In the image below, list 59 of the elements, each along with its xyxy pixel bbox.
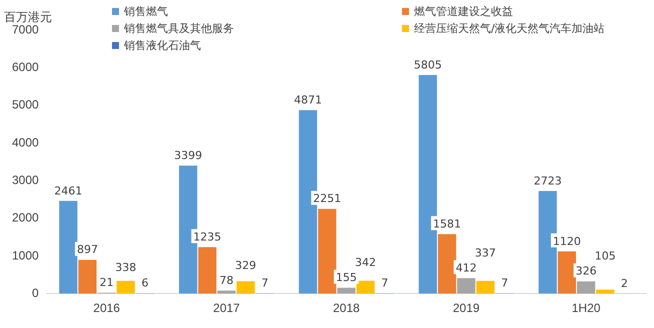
y-tick-label: 0: [32, 286, 40, 300]
bar: [198, 247, 216, 294]
data-label: 2: [620, 276, 628, 290]
data-label: 1235: [193, 230, 222, 244]
data-label: 329: [235, 259, 256, 272]
bar: [576, 281, 596, 294]
data-label: 1581: [433, 217, 462, 230]
x-tick-label: 2018: [332, 301, 360, 316]
bar: [457, 278, 476, 294]
data-label: 78: [219, 274, 234, 288]
bar: [78, 260, 97, 294]
data-label: 2723: [534, 174, 562, 188]
y-tick-label: 7000: [12, 22, 40, 36]
legend-label: 销售燃气: [124, 4, 168, 19]
data-label: 6: [141, 276, 148, 290]
data-label: 342: [355, 256, 376, 270]
data-label: 3399: [174, 148, 202, 162]
bar: [217, 290, 236, 294]
y-tick-label: 5000: [12, 98, 40, 112]
bar: [558, 251, 576, 294]
x-tick-label: 2019: [452, 301, 480, 316]
data-label: 2461: [54, 184, 82, 198]
bar: [438, 234, 456, 294]
data-label: 105: [594, 250, 616, 263]
data-label: 338: [115, 261, 136, 274]
data-label: 2251: [313, 192, 342, 206]
y-tick-label: 2000: [12, 210, 40, 225]
data-label: 7: [381, 276, 388, 290]
x-tick-label: 2016: [93, 301, 120, 316]
y-tick-label: 1000: [12, 248, 40, 262]
data-label: 7: [501, 276, 508, 290]
data-label: 155: [336, 271, 357, 284]
bar: [596, 290, 614, 294]
bar: [236, 281, 255, 294]
bar: [59, 200, 78, 294]
y-tick-label: 4000: [12, 135, 40, 150]
data-label: 326: [576, 264, 597, 278]
data-label: 21: [100, 276, 114, 290]
bar: [116, 280, 135, 294]
y-tick-label: 3000: [12, 172, 40, 187]
y-tick-label: 6000: [12, 60, 40, 74]
data-label: 1120: [552, 234, 581, 248]
legend-label: 经营压缩天然气/液化天然气汽车加油站: [414, 21, 605, 36]
x-tick-label: 2017: [213, 301, 240, 316]
data-label: 897: [76, 243, 98, 256]
data-label: 337: [474, 246, 496, 260]
y-axis-title: 百万港元: [4, 10, 52, 24]
bar: [337, 288, 356, 294]
legend-label: 燃气管道建设之收益: [414, 4, 513, 19]
data-label: 5805: [414, 58, 442, 72]
legend-label: 销售液化石油气: [124, 38, 201, 53]
data-label: 412: [456, 261, 477, 274]
data-label: 7: [261, 276, 268, 290]
x-tick-label: 1H20: [572, 301, 601, 316]
legend-label: 销售燃气具及其他服务: [124, 21, 234, 36]
bar: [476, 280, 494, 294]
bar: [356, 280, 375, 294]
data-label: 4871: [294, 94, 322, 107]
bar: [318, 208, 336, 294]
